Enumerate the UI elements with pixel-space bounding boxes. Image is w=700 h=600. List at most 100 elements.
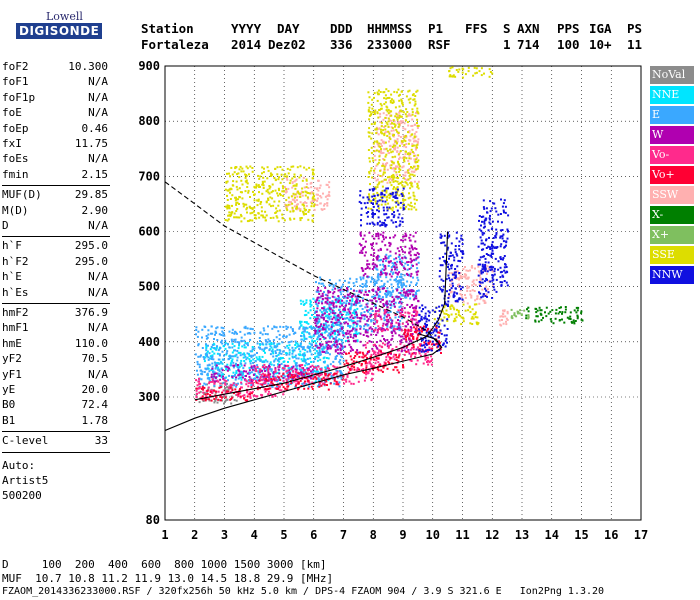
data-point bbox=[405, 338, 408, 341]
data-point bbox=[276, 385, 278, 388]
data-point bbox=[459, 293, 462, 295]
data-point bbox=[465, 277, 468, 280]
data-point bbox=[260, 375, 263, 378]
data-point bbox=[504, 315, 507, 318]
data-point bbox=[378, 155, 381, 158]
data-point bbox=[244, 355, 247, 358]
data-point bbox=[309, 201, 312, 204]
data-point bbox=[376, 99, 379, 102]
data-point bbox=[231, 331, 234, 334]
data-point bbox=[272, 352, 275, 355]
data-point bbox=[207, 358, 210, 361]
data-point bbox=[313, 198, 316, 201]
data-point bbox=[343, 322, 346, 325]
data-point bbox=[401, 102, 404, 105]
data-point bbox=[301, 203, 304, 206]
data-point bbox=[399, 292, 402, 294]
data-point bbox=[292, 184, 295, 187]
data-point bbox=[386, 106, 389, 109]
data-point bbox=[264, 219, 267, 222]
data-point bbox=[277, 379, 280, 381]
data-point bbox=[397, 134, 400, 137]
data-point bbox=[259, 359, 262, 362]
data-point bbox=[262, 216, 265, 219]
data-point bbox=[335, 321, 338, 324]
data-point bbox=[274, 167, 277, 170]
data-point bbox=[366, 305, 369, 308]
ionogram-chart: 1 2 3 4 5 6 7 8 9 10 11 12 13 14 15 16 17803004005006007… bbox=[138, 59, 648, 542]
data-point bbox=[233, 349, 235, 352]
data-point bbox=[404, 171, 407, 174]
data-point bbox=[297, 191, 300, 194]
data-point bbox=[417, 180, 420, 183]
data-point bbox=[376, 143, 379, 145]
data-point bbox=[321, 347, 324, 350]
data-point bbox=[322, 284, 325, 287]
data-point bbox=[338, 279, 341, 282]
data-point bbox=[198, 391, 201, 394]
data-point bbox=[292, 350, 295, 353]
data-point bbox=[274, 379, 276, 382]
data-point bbox=[277, 178, 280, 181]
data-point bbox=[389, 101, 392, 104]
data-point bbox=[368, 340, 371, 343]
data-point bbox=[382, 231, 385, 234]
data-point bbox=[319, 344, 322, 347]
data-point bbox=[403, 144, 406, 146]
data-point bbox=[368, 127, 371, 130]
data-point bbox=[229, 215, 232, 218]
data-point bbox=[385, 315, 388, 318]
param-value: N/A bbox=[88, 285, 108, 299]
data-point bbox=[374, 362, 377, 365]
data-point bbox=[310, 186, 313, 189]
data-point bbox=[381, 240, 384, 243]
data-point bbox=[271, 190, 274, 193]
data-point bbox=[388, 175, 391, 178]
data-point bbox=[483, 243, 486, 246]
data-point bbox=[299, 217, 302, 220]
data-point bbox=[414, 161, 417, 164]
data-point bbox=[377, 233, 380, 236]
data-point bbox=[391, 122, 393, 125]
data-point bbox=[340, 375, 343, 378]
data-point bbox=[460, 316, 463, 319]
data-point bbox=[241, 353, 244, 356]
data-point bbox=[373, 266, 375, 269]
data-point bbox=[558, 307, 561, 309]
data-point bbox=[275, 336, 278, 339]
data-point bbox=[467, 286, 470, 289]
data-point bbox=[527, 314, 530, 317]
data-point bbox=[383, 282, 386, 285]
data-point bbox=[316, 314, 318, 317]
data-point bbox=[204, 399, 207, 402]
data-point bbox=[409, 114, 412, 117]
data-point bbox=[360, 364, 363, 367]
data-point bbox=[457, 313, 460, 316]
x-tick-label: 6 bbox=[310, 528, 317, 542]
data-point bbox=[320, 373, 323, 376]
data-point bbox=[267, 393, 270, 396]
data-point bbox=[540, 313, 543, 316]
data-point bbox=[305, 178, 308, 181]
data-point bbox=[292, 192, 295, 195]
data-point bbox=[316, 307, 319, 310]
data-point bbox=[362, 247, 365, 249]
data-point bbox=[281, 341, 284, 344]
data-point bbox=[407, 289, 410, 292]
data-point bbox=[237, 369, 240, 372]
data-point bbox=[389, 351, 392, 354]
data-point bbox=[552, 322, 555, 325]
data-point bbox=[438, 341, 441, 344]
data-point bbox=[276, 343, 279, 346]
data-point bbox=[371, 244, 374, 247]
data-point bbox=[373, 322, 376, 325]
data-point bbox=[336, 370, 339, 373]
data-point bbox=[394, 266, 397, 269]
data-point bbox=[372, 242, 374, 245]
data-point bbox=[274, 350, 277, 353]
data-point bbox=[266, 177, 269, 180]
data-point bbox=[371, 278, 374, 281]
data-point bbox=[283, 219, 286, 222]
data-point bbox=[377, 288, 380, 290]
data-point bbox=[379, 290, 382, 293]
